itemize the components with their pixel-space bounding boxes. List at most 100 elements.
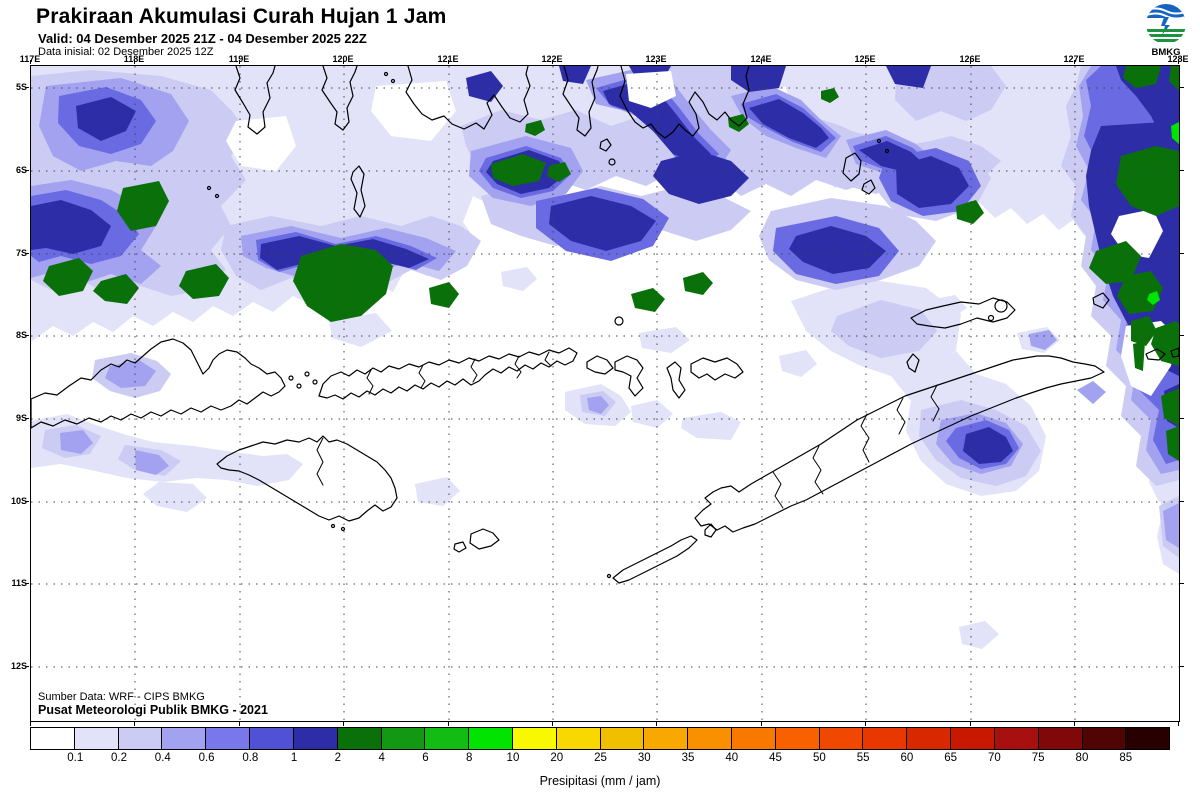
lat-tick-label: 8S [15, 330, 27, 340]
legend-value-label: 2 [334, 752, 342, 764]
coast-kisar-island [1092, 292, 1110, 309]
axis-tick [761, 60, 762, 64]
coast-islet [206, 185, 212, 191]
lon-tick-label: 121E [437, 54, 459, 64]
precip-area [956, 200, 984, 224]
legend-value-label: 40 [725, 752, 739, 764]
lon-tick-label: 120E [332, 54, 354, 64]
lat-tick-label: 6S [15, 165, 27, 175]
coast-islet [330, 523, 336, 529]
legend-cell [644, 728, 689, 749]
axis-tick [239, 722, 240, 726]
precip-area [1147, 291, 1160, 305]
border-sumba-district [316, 437, 324, 486]
border-timor-district [860, 413, 870, 463]
legend-cell [775, 728, 820, 749]
precip-area [135, 450, 169, 475]
coast-islet [606, 573, 612, 579]
precip-area [429, 282, 459, 308]
precip-area [731, 66, 786, 92]
axis-tick [1074, 60, 1075, 64]
coast-south-sulawesi-bira [405, 66, 531, 130]
lon-tick-label: 119E [228, 54, 250, 64]
axis-tick [25, 418, 29, 419]
precip-area [466, 71, 503, 102]
precip-area [60, 430, 93, 454]
coast-moa-island [1170, 347, 1179, 358]
legend-value-label: 30 [637, 752, 651, 764]
coast-raijua-island [453, 541, 467, 553]
axis-tick [1178, 722, 1179, 726]
border-timor-district [896, 397, 906, 435]
axis-tick [865, 60, 866, 64]
precip-area [143, 482, 207, 512]
precip-area [1171, 122, 1179, 144]
precip-area [1116, 66, 1179, 146]
coast-kabaena-tip [562, 66, 599, 137]
lon-tick-label: 128E [1167, 54, 1189, 64]
legend-value-label: 4 [378, 752, 385, 764]
coast-islet [876, 138, 882, 144]
axis-tick [25, 87, 29, 88]
axis-tick [656, 60, 657, 64]
coast-timor [694, 355, 1105, 533]
lon-tick-label: 127E [1063, 54, 1085, 64]
precip-area [31, 200, 111, 254]
axis-tick [1180, 666, 1184, 667]
coast-hook-islet [599, 138, 612, 152]
coast-islet [987, 314, 995, 322]
axis-tick [343, 722, 344, 726]
precip-area [491, 154, 546, 186]
precip-area [1089, 241, 1141, 284]
legend-value-label: 35 [681, 752, 695, 764]
legend-cell [206, 728, 251, 749]
precip-area [653, 151, 749, 204]
legend-value-label: 0.2 [111, 752, 128, 764]
coast-lembata-island [614, 355, 644, 397]
legend-cell [118, 728, 163, 749]
legend-cell [512, 728, 557, 749]
coast-alor-island [690, 357, 744, 381]
precip-area [329, 313, 392, 347]
precip-area [525, 120, 545, 136]
axis-tick [134, 60, 135, 64]
coast-sumbawa [31, 338, 286, 429]
coast-rote-island [612, 535, 698, 584]
legend-cell [337, 728, 382, 749]
precip-area [886, 66, 931, 88]
coast-islet [390, 78, 396, 84]
axis-tick [1180, 253, 1184, 254]
legend-cell [732, 728, 776, 749]
legend-value-label: 10 [506, 752, 520, 764]
legend-value-label: 0.1 [67, 752, 84, 764]
border-timor-district [812, 445, 824, 495]
lon-tick-label: 125E [854, 54, 876, 64]
map-area [30, 65, 1180, 722]
border-flores-district [418, 364, 426, 389]
legend-cell [907, 728, 952, 749]
precip-area [603, 83, 711, 164]
precip-area [587, 396, 609, 414]
coast-muna-buton [619, 66, 750, 139]
precip-area [789, 226, 886, 274]
precip-area [728, 114, 749, 132]
page-title: Prakiraan Akumulasi Curah Hujan 1 Jam [36, 5, 447, 28]
lon-tick-label: 123E [645, 54, 667, 64]
border-timor-district [772, 471, 784, 509]
coast-islet [608, 158, 616, 166]
axis-tick [134, 722, 135, 726]
legend-value-label: 85 [1119, 752, 1133, 764]
precip-area [1123, 66, 1161, 88]
legend-value-label: 8 [465, 752, 473, 764]
coast-atauro-island [906, 353, 920, 373]
precip-area [293, 244, 393, 322]
coast-semau-island [704, 523, 717, 538]
legend-cell [293, 728, 338, 749]
legend-cell [425, 728, 470, 749]
coast-komodo-islet [288, 375, 294, 381]
axis-tick [25, 666, 29, 667]
legend-value-label: 55 [856, 752, 870, 764]
precip-area [226, 116, 296, 171]
axis-tick [1180, 418, 1184, 419]
